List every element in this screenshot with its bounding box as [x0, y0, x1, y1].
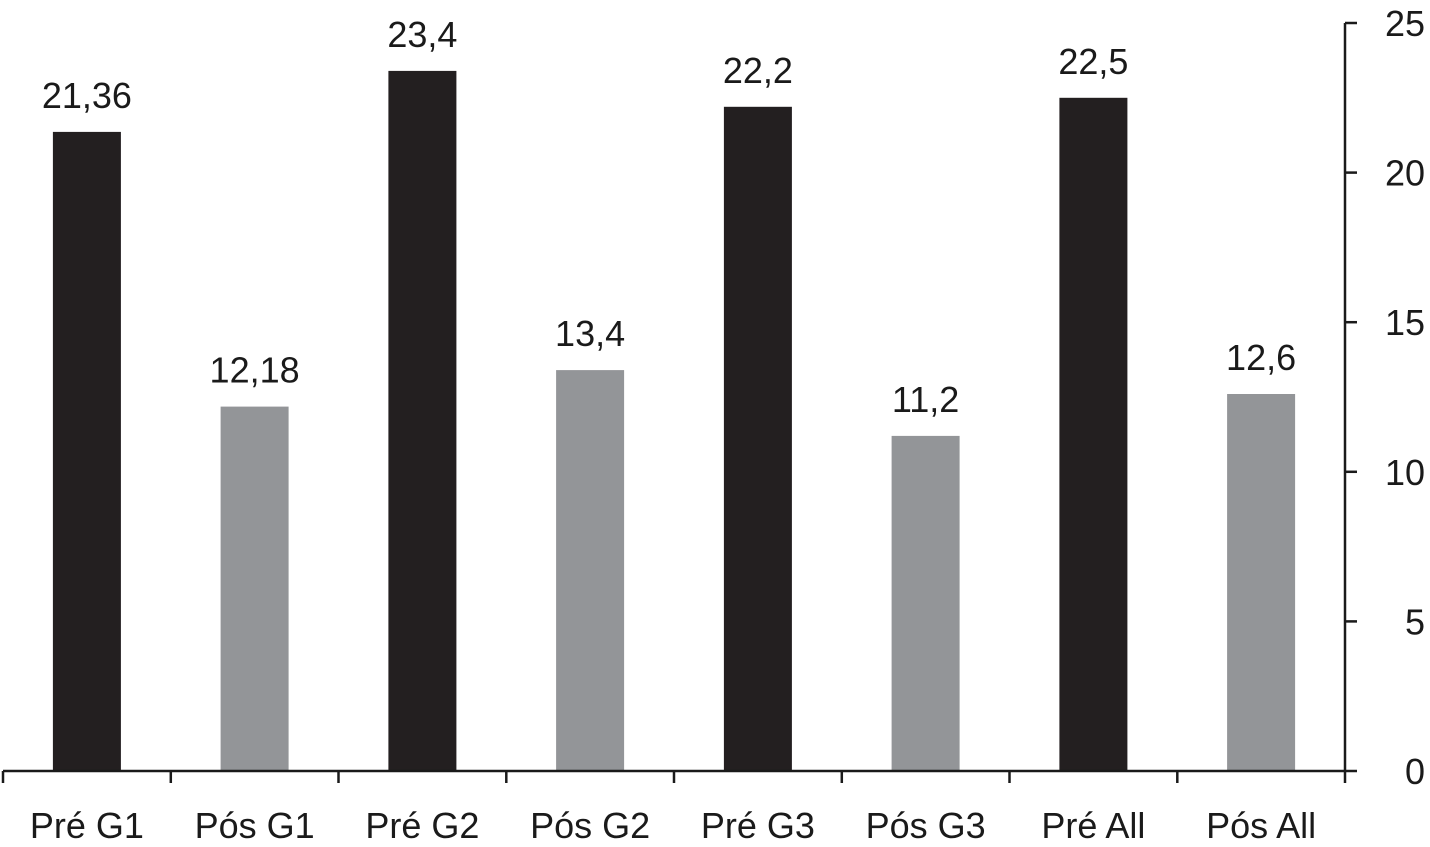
x-tick-label: Pré G3	[701, 805, 815, 846]
bars-group	[52, 70, 1296, 772]
bar-pré-g2	[388, 70, 457, 771]
bar-pós-g2	[556, 370, 625, 771]
y-ticks-group	[1345, 21, 1357, 773]
x-tick-label: Pré All	[1041, 805, 1145, 846]
x-tick-label: Pós All	[1206, 805, 1316, 846]
y-tick-label: 25	[1385, 3, 1425, 44]
value-label: 13,4	[555, 313, 625, 354]
value-label: 12,6	[1226, 337, 1296, 378]
value-label: 22,5	[1058, 41, 1128, 82]
value-label: 21,36	[42, 75, 132, 116]
value-label: 23,4	[387, 14, 457, 55]
y-tick-labels-group: 0 5 10 15 20 25	[1385, 3, 1425, 792]
value-label: 12,18	[210, 350, 300, 391]
x-tick-label: Pós G1	[195, 805, 315, 846]
x-tick-label: Pré G1	[30, 805, 144, 846]
bar-pós-all	[1227, 394, 1296, 771]
y-tick-label: 10	[1385, 452, 1425, 493]
y-tick-label: 20	[1385, 153, 1425, 194]
bar-pós-g1	[220, 406, 289, 771]
x-tick-labels-group: Pré G1 Pós G1 Pré G2 Pós G2 Pré G3 Pós G3 Pré …	[30, 805, 1316, 846]
x-tick-label: Pós G2	[530, 805, 650, 846]
y-tick-label: 0	[1405, 751, 1425, 792]
value-labels-group: 21,36 12,18 23,4 13,4 22,2 11,2 22,5 12,6	[42, 14, 1296, 420]
x-tick-label: Pós G3	[866, 805, 986, 846]
x-tick-label: Pré G2	[365, 805, 479, 846]
bar-pré-g1	[52, 131, 121, 771]
bar-pré-g3	[723, 106, 792, 772]
y-tick-label: 15	[1385, 302, 1425, 343]
bar-pós-g3	[891, 435, 960, 771]
value-label: 11,2	[892, 379, 959, 420]
x-ticks-group	[1, 771, 1347, 783]
y-tick-label: 5	[1405, 601, 1425, 642]
value-label: 22,2	[723, 50, 793, 91]
bar-pré-all	[1059, 97, 1128, 772]
